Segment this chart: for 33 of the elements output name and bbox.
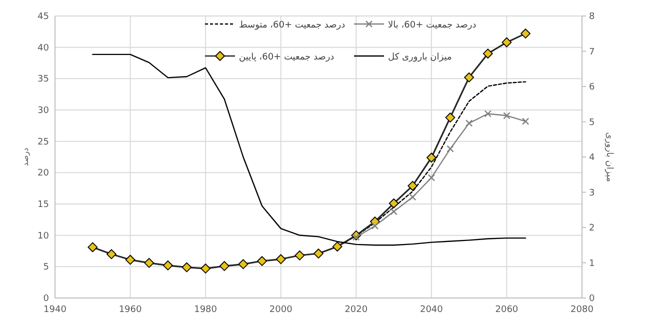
x-tick-label: 1980 bbox=[194, 305, 218, 315]
y2-tick-label: 5 bbox=[589, 118, 595, 128]
x-tick-label: 1940 bbox=[44, 305, 67, 315]
y-tick-label: 10 bbox=[38, 231, 50, 242]
x-tick-label: 2080 bbox=[570, 305, 594, 315]
legend-label: درصد جمعیت +60، پایین bbox=[239, 52, 334, 62]
y2-tick-label: 8 bbox=[589, 12, 595, 22]
x-tick-label: 2040 bbox=[420, 305, 444, 315]
y2-axis-title: میزان باروری bbox=[604, 132, 614, 182]
y-tick-label: 20 bbox=[38, 168, 50, 179]
legend-label: میزان باروری کل bbox=[388, 52, 452, 62]
y-axis-title: درصد bbox=[21, 147, 30, 166]
y-tick-label: 0 bbox=[43, 294, 50, 304]
x-tick-label: 2020 bbox=[344, 305, 368, 315]
y2-tick-label: 3 bbox=[589, 188, 595, 198]
y-tick-label: 25 bbox=[38, 137, 49, 148]
y2-tick-label: 4 bbox=[589, 153, 595, 163]
y2-tick-label: 7 bbox=[589, 47, 595, 58]
legend-label: درصد جمعیت +60، متوسط bbox=[239, 20, 346, 30]
y-tick-label: 45 bbox=[38, 12, 49, 22]
y-tick-label: 5 bbox=[43, 262, 49, 273]
y2-tick-label: 6 bbox=[589, 82, 595, 92]
y2-tick-label: 2 bbox=[589, 224, 595, 234]
y2-tick-label: 1 bbox=[589, 258, 595, 269]
x-tick-label: 2000 bbox=[269, 305, 293, 315]
y-tick-label: 30 bbox=[38, 106, 50, 116]
y-tick-label: 15 bbox=[38, 200, 49, 210]
y-tick-label: 40 bbox=[38, 43, 50, 54]
y2-tick-label: 0 bbox=[589, 294, 595, 304]
x-tick-label: 1960 bbox=[118, 305, 142, 315]
x-tick-label: 2060 bbox=[495, 305, 518, 315]
y-tick-label: 35 bbox=[38, 74, 49, 85]
legend-label: درصد جمعیت +60، بالا bbox=[388, 20, 476, 30]
